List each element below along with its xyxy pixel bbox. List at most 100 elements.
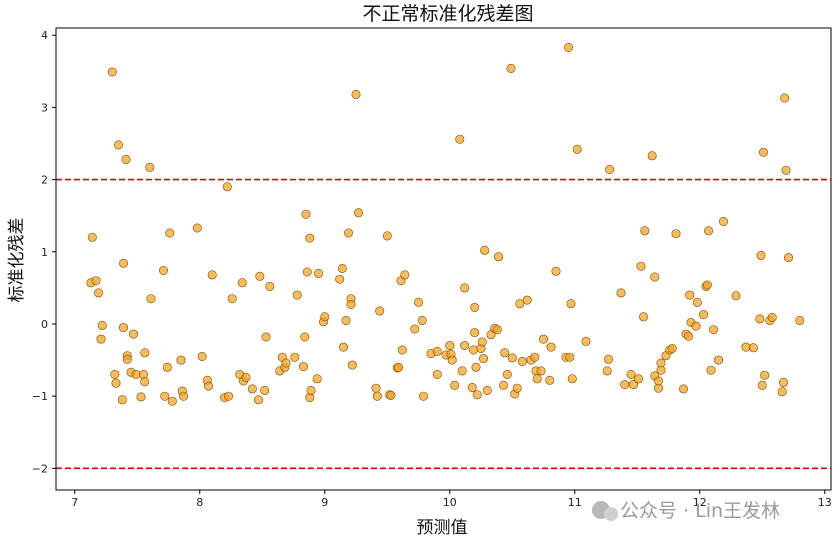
data-point xyxy=(480,245,490,255)
data-point xyxy=(343,228,353,238)
y-tick-label: 0 xyxy=(41,318,48,331)
data-point xyxy=(353,208,363,218)
data-point xyxy=(306,385,316,395)
x-axis-ticks: 7 8 9 10 11 12 13 xyxy=(71,490,832,509)
data-point xyxy=(572,144,582,154)
data-point xyxy=(565,352,575,362)
data-point xyxy=(581,336,591,346)
y-axis-label: 标准化残差 xyxy=(7,218,27,303)
data-point xyxy=(500,348,510,358)
data-point xyxy=(506,63,516,73)
data-point xyxy=(382,231,392,241)
data-point xyxy=(778,377,788,387)
data-point xyxy=(472,390,482,400)
data-point xyxy=(432,369,442,379)
data-point xyxy=(111,378,121,388)
data-point xyxy=(671,229,681,239)
chart-title: 不正常标准化残差图 xyxy=(362,3,533,25)
y-tick-label: −1 xyxy=(32,390,48,403)
data-point xyxy=(795,315,805,325)
wechat-icon-bubble xyxy=(604,507,618,521)
data-point xyxy=(640,226,650,236)
data-point xyxy=(265,281,275,291)
data-point xyxy=(341,315,351,325)
plot-frame xyxy=(55,27,832,491)
data-point xyxy=(683,331,693,341)
data-point xyxy=(515,299,525,309)
data-point xyxy=(713,355,723,365)
data-point xyxy=(457,366,467,376)
data-point xyxy=(460,283,470,293)
data-point xyxy=(783,253,793,263)
y-tick-label: −2 xyxy=(32,462,48,475)
data-point xyxy=(346,299,356,309)
data-point xyxy=(755,314,765,324)
data-point xyxy=(741,342,751,352)
x-tick-label: 12 xyxy=(693,496,707,509)
data-point xyxy=(136,392,146,402)
data-points xyxy=(86,42,805,406)
x-axis-label: 预测值 xyxy=(417,518,468,538)
data-point xyxy=(780,93,790,103)
data-point xyxy=(302,267,312,277)
data-point xyxy=(691,321,701,331)
data-point xyxy=(176,355,186,365)
data-point xyxy=(159,265,169,275)
data-point xyxy=(756,250,766,260)
data-point xyxy=(777,387,787,397)
data-point xyxy=(492,325,502,335)
data-point xyxy=(320,312,330,322)
watermark: 公众号 · Lin王发林 xyxy=(592,500,780,522)
data-point xyxy=(767,312,777,322)
data-point xyxy=(450,380,460,390)
data-point xyxy=(602,366,612,376)
data-point xyxy=(119,323,129,333)
data-point xyxy=(97,320,107,330)
data-point xyxy=(94,288,104,298)
data-point xyxy=(470,328,480,338)
data-point xyxy=(371,383,381,393)
data-point xyxy=(718,217,728,227)
data-point xyxy=(603,354,613,364)
data-point xyxy=(254,395,264,405)
data-point xyxy=(758,147,768,157)
data-point xyxy=(119,258,129,268)
data-point xyxy=(255,271,265,281)
data-point xyxy=(140,377,150,387)
data-point xyxy=(546,342,556,352)
reference-lines xyxy=(56,178,831,470)
data-point xyxy=(656,365,666,375)
data-point xyxy=(410,324,420,334)
data-point xyxy=(447,355,457,365)
data-point xyxy=(417,315,427,325)
data-point xyxy=(445,341,455,351)
data-point xyxy=(781,165,791,175)
data-point xyxy=(418,391,428,401)
data-point xyxy=(413,297,423,307)
data-point xyxy=(110,369,120,379)
data-point xyxy=(507,353,517,363)
data-point xyxy=(493,252,503,262)
data-point xyxy=(650,272,660,282)
data-point xyxy=(702,280,712,290)
data-point xyxy=(566,299,576,309)
data-point xyxy=(703,226,713,236)
y-tick-label: 3 xyxy=(41,101,48,114)
data-point xyxy=(638,312,648,322)
data-point xyxy=(498,380,508,390)
data-point xyxy=(706,365,716,375)
data-point xyxy=(605,165,615,175)
data-point xyxy=(131,369,141,379)
data-point xyxy=(261,332,271,342)
data-point xyxy=(468,345,478,355)
data-point xyxy=(222,182,232,192)
data-point xyxy=(372,391,382,401)
data-point xyxy=(140,348,150,358)
data-point xyxy=(247,384,257,394)
data-point xyxy=(338,342,348,352)
data-point xyxy=(114,140,124,150)
data-point xyxy=(455,134,465,144)
data-point xyxy=(207,270,217,280)
data-point xyxy=(393,362,403,372)
